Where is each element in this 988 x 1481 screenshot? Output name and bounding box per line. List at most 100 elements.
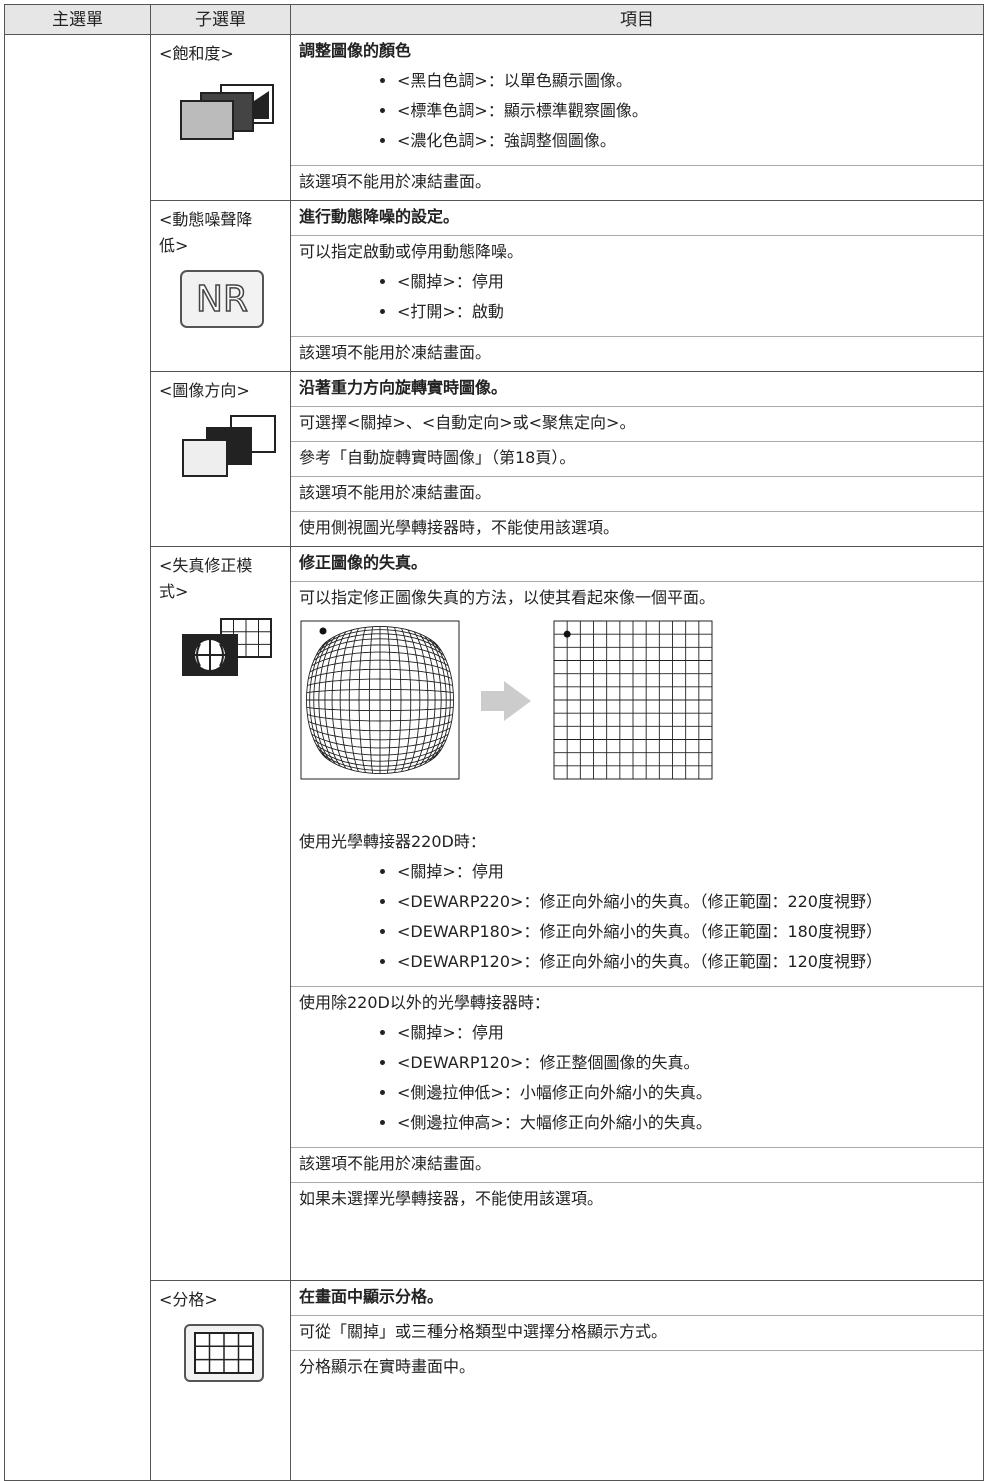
section: 可選擇<關掉>、<自動定向>或<聚焦定向>。: [291, 407, 983, 442]
bullet-item: <側邊拉伸低>：小幅修正向外縮小的失真。: [397, 1078, 975, 1108]
bullet-item: <濃化色調>：強調整個圖像。: [397, 126, 975, 156]
section: 可從「關掉」或三種分格類型中選擇分格顯示方式。: [291, 1316, 983, 1351]
table-row: <圖像方向> 沿著重力方向旋轉實時圖像。可選擇<關掉>、<自動定向>或<聚焦定向>…: [5, 371, 984, 547]
paragraph: 該選項不能用於凍結畫面。: [299, 343, 492, 362]
paragraph: 可以指定啟動或停用動態降噪。: [299, 242, 524, 261]
submenu-label: <飽和度>: [159, 44, 234, 63]
paragraph: 如果未選擇光學轉接器，不能使用該選項。: [299, 1189, 604, 1208]
item-heading: 調整圖像的顏色: [299, 41, 412, 60]
section: 調整圖像的顏色 <黑白色調>：以單色顯示圖像。<標準色調>：顯示標準觀察圖像。<濃…: [291, 35, 983, 166]
shape: [424, 635, 442, 765]
paragraph: 使用光學轉接器220D時：: [299, 832, 486, 851]
icon: [182, 618, 272, 676]
paragraph: 使用除220D以外的光學轉接器時：: [299, 993, 550, 1012]
bullet-item: <DEWARP180>：修正向外縮小的失真。（修正範圍：180度視野）: [397, 917, 975, 947]
shape: [401, 628, 412, 772]
section: 使用除220D以外的光學轉接器時： <關掉>：停用<DEWARP120>：修正整個…: [291, 987, 983, 1148]
section: 使用側視圖光學轉接器時，不能使用該選項。: [291, 512, 983, 546]
table-row: <動態噪聲降低> NR 進行動態降噪的設定。可以指定啟動或停用動態降噪。 <關掉>：停…: [5, 200, 984, 372]
icon: [180, 84, 274, 140]
item-heading: 修正圖像的失真。: [299, 553, 428, 572]
table-row: <失真修正模式> 修正圖像的失真。可以指定修正圖像失真的方法，以使其看起來像一個平…: [5, 546, 984, 1281]
paragraph: 該選項不能用於凍結畫面。: [299, 483, 492, 502]
header: 子選單: [150, 4, 291, 35]
shape: [318, 748, 442, 767]
bullet-item: <DEWARP120>：修正向外縮小的失真。（修正範圍：120度視野）: [397, 947, 975, 977]
shape: [386, 626, 392, 774]
bullet-item: <DEWARP220>：修正向外縮小的失真。（修正範圍：220度視野）: [397, 887, 975, 917]
bullet-list: <關掉>：停用<DEWARP220>：修正向外縮小的失真。（修正範圍：220度視…: [299, 857, 975, 977]
bullet-list: <黑白色調>：以單色顯示圖像。<標準色調>：顯示標準觀察圖像。<濃化色調>：強調…: [299, 66, 975, 156]
shape: [182, 439, 228, 477]
shape: [180, 100, 234, 140]
shape: [195, 640, 225, 670]
section: 該選項不能用於凍結畫面。: [291, 1148, 983, 1183]
item-cell: 沿著重力方向旋轉實時圖像。可選擇<關掉>、<自動定向>或<聚焦定向>。 參考「自動…: [290, 371, 984, 547]
item-cell: 調整圖像的顏色 <黑白色調>：以單色顯示圖像。<標準色調>：顯示標準觀察圖像。<濃…: [290, 34, 984, 201]
header: 項目: [290, 4, 984, 35]
paragraph: 參考「自動旋轉實時圖像」（第18頁）。: [299, 448, 576, 467]
shape: [308, 721, 452, 732]
bullet-item: <打開>：啟動: [397, 297, 975, 327]
paragraph: 分格顯示在實時畫面中。: [299, 1357, 476, 1376]
header-row: 主選單 子選單 項目: [4, 4, 984, 35]
shape: [563, 630, 571, 638]
menu-table: 主選單 子選單 項目 <飽和度> 調整圖像的顏色 <黑白色調>：以單色顯示圖像。<標…: [4, 4, 984, 1481]
item-cell: 修正圖像的失真。可以指定修正圖像失真的方法，以使其看起來像一個平面。 使用光學轉接…: [290, 546, 984, 1281]
bullet-item: <關掉>：停用: [397, 1018, 975, 1048]
shape: [309, 727, 451, 741]
section: 可以指定修正圖像失真的方法，以使其看起來像一個平面。使用光學轉接器220D時： <…: [291, 582, 983, 987]
section: 參考「自動旋轉實時圖像」（第18頁）。: [291, 442, 983, 477]
submenu-cell: <失真修正模式>: [150, 546, 291, 1281]
icon: [184, 1324, 264, 1382]
bullet-item: <側邊拉伸高>：大幅修正向外縮小的失真。: [397, 1108, 975, 1138]
paragraph: 使用側視圖光學轉接器時，不能使用該選項。: [299, 518, 620, 537]
item-heading: 在畫面中顯示分格。: [299, 1287, 444, 1306]
paragraph: 可以指定修正圖像失真的方法，以使其看起來像一個平面。: [299, 588, 716, 607]
distortion-figure: [300, 620, 713, 780]
shape: [407, 629, 421, 771]
shape: [319, 627, 327, 635]
submenu-label: <失真修正模式>: [159, 556, 253, 601]
section: 該選項不能用於凍結畫面。: [291, 337, 983, 371]
bullet-list: <關掉>：停用<打開>：啟動: [299, 267, 975, 327]
section: 沿著重力方向旋轉實時圖像。: [291, 372, 983, 407]
submenu-label: <動態噪聲降低>: [159, 210, 253, 255]
icon-label: NR: [196, 279, 248, 320]
table-row: <分格> 在畫面中顯示分格。可從「關掉」或三種分格類型中選擇分格顯示方式。 分格顯示…: [5, 1280, 984, 1481]
bullet-item: <關掉>：停用: [397, 267, 975, 297]
shape: [315, 744, 445, 762]
shape: [306, 706, 454, 712]
submenu-label: <分格>: [159, 1290, 218, 1309]
section: 該選項不能用於凍結畫面。: [291, 166, 983, 200]
header: 主選單: [4, 4, 151, 35]
bullet-list: <關掉>：停用<DEWARP120>：修正整個圖像的失真。<側邊拉伸低>：小幅修…: [299, 1018, 975, 1138]
shape: [413, 631, 429, 769]
shape: [307, 714, 453, 722]
paragraph: 該選項不能用於凍結畫面。: [299, 172, 492, 191]
paragraph: 可從「關掉」或三種分格類型中選擇分格顯示方式。: [299, 1322, 668, 1341]
shape: [305, 643, 325, 757]
shape: [313, 739, 447, 756]
shape: [180, 270, 264, 328]
paragraph: 可選擇<關掉>、<自動定向>或<聚焦定向>。: [299, 413, 636, 432]
shape: [435, 643, 455, 757]
section: 如果未選擇光學轉接器，不能使用該選項。: [291, 1183, 983, 1217]
item-cell: 在畫面中顯示分格。可從「關掉」或三種分格類型中選擇分格顯示方式。 分格顯示在實時畫…: [290, 1280, 984, 1481]
submenu-label: <圖像方向>: [159, 381, 250, 400]
item-cell: 進行動態降噪的設定。可以指定啟動或停用動態降噪。 <關掉>：停用<打開>：啟動該選…: [290, 200, 984, 372]
paragraph: 該選項不能用於凍結畫面。: [299, 1154, 492, 1173]
bullet-item: <DEWARP120>：修正整個圖像的失真。: [397, 1048, 975, 1078]
section: 修正圖像的失真。: [291, 547, 983, 582]
bullet-item: <黑白色調>：以單色顯示圖像。: [397, 66, 975, 96]
section: 可以指定啟動或停用動態降噪。 <關掉>：停用<打開>：啟動: [291, 236, 983, 337]
icon: [182, 415, 276, 477]
section: 進行動態降噪的設定。: [291, 201, 983, 236]
main-menu-cell: [4, 34, 151, 1481]
shape: [419, 633, 436, 767]
submenu-cell: <動態噪聲降低> NR: [150, 200, 291, 372]
item-heading: 進行動態降噪的設定。: [299, 207, 460, 226]
shape: [428, 638, 447, 762]
shape: [320, 752, 440, 771]
shape: [432, 640, 451, 760]
